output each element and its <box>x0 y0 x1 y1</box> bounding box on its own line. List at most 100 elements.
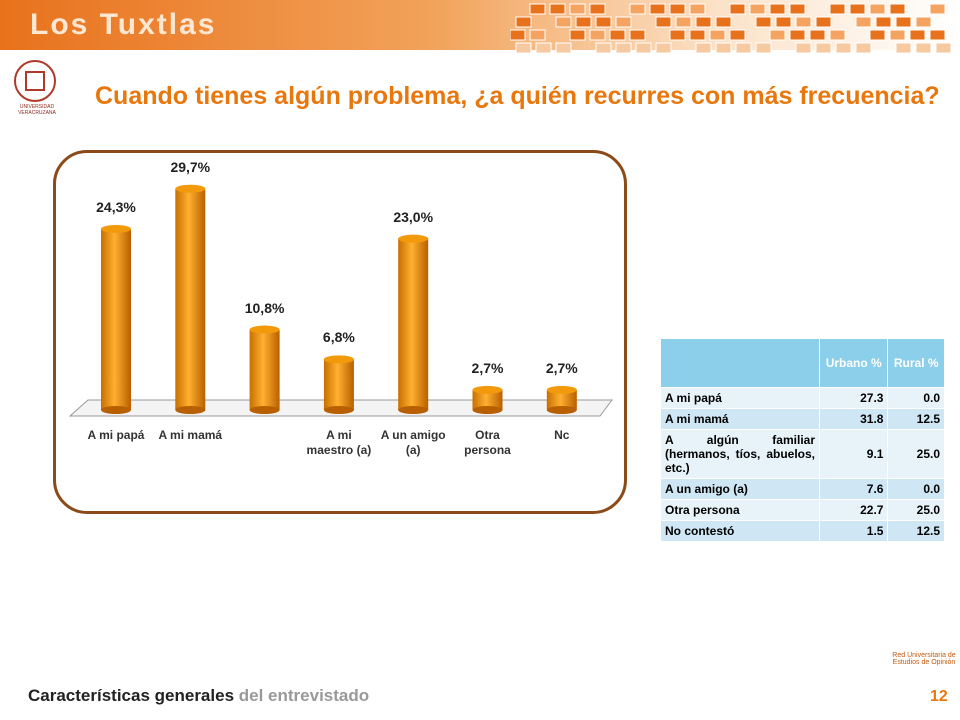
table-cell: 12.5 <box>887 520 945 542</box>
deco-square <box>749 3 766 15</box>
deco-square <box>510 29 526 41</box>
table-cell: A mi mamá <box>660 408 820 430</box>
table-cell: 31.8 <box>818 408 889 430</box>
table-row: A un amigo (a) 7.6 0.0 <box>660 478 945 500</box>
bar-base <box>472 406 503 414</box>
header-cell <box>660 338 820 388</box>
deco-square <box>815 16 832 28</box>
x-tick-label: A mi mamá <box>158 428 223 442</box>
deco-square <box>529 29 546 41</box>
deco-square <box>555 16 572 28</box>
deco-square <box>729 29 746 41</box>
deco-square <box>875 16 892 28</box>
deco-square <box>609 29 626 41</box>
value-label: 2,7% <box>545 359 578 376</box>
deco-square <box>929 29 946 41</box>
x-tick-label: A un amigo (a) <box>380 428 446 457</box>
deco-square <box>855 16 872 28</box>
deco-square <box>555 42 572 54</box>
deco-square <box>549 3 566 15</box>
decoration <box>510 3 952 54</box>
deco-square <box>909 29 926 41</box>
deco-square <box>589 3 606 15</box>
table-row: Otra persona 22.7 25.0 <box>660 499 945 521</box>
deco-square <box>795 42 812 54</box>
bar-base <box>249 406 280 414</box>
header-cell: Urbano % <box>818 338 889 388</box>
deco-square <box>629 3 646 15</box>
deco-square <box>849 3 866 15</box>
deco-square <box>829 3 846 15</box>
deco-square <box>769 29 786 41</box>
deco-square <box>789 3 806 15</box>
bar-base <box>546 406 577 414</box>
deco-square <box>689 29 706 41</box>
x-tick-label: A mi papá <box>87 428 145 442</box>
deco-square <box>529 3 546 15</box>
deco-square <box>649 3 666 15</box>
chart-frame <box>53 150 627 514</box>
deco-square <box>655 42 672 54</box>
table-cell: 25.0 <box>887 499 945 521</box>
bar <box>546 389 577 410</box>
deco-square <box>515 16 532 28</box>
deco-square <box>889 29 906 41</box>
table-cell: 0.0 <box>887 387 945 409</box>
deco-square <box>895 42 912 54</box>
deco-square <box>795 16 812 28</box>
x-tick-label: Nc <box>554 428 570 442</box>
logo <box>14 60 56 102</box>
deco-square <box>869 3 886 15</box>
deco-square <box>929 3 946 15</box>
table-cell: 0.0 <box>887 478 945 500</box>
table-cell: A mi papá <box>660 387 820 409</box>
table-row: A mi papá 27.3 0.0 <box>660 387 945 409</box>
x-tick-label: Otra persona <box>464 428 511 457</box>
value-label: 6,8% <box>322 329 355 346</box>
table-row: A mi mamá 31.8 12.5 <box>660 408 945 430</box>
bar-cap <box>546 385 577 394</box>
bar-base <box>323 406 354 414</box>
table-cell: 27.3 <box>818 387 889 409</box>
deco-square <box>689 3 706 15</box>
deco-square <box>629 29 646 41</box>
bar-cap <box>175 184 206 193</box>
deco-square <box>669 29 686 41</box>
deco-square <box>515 42 532 54</box>
bar <box>101 228 131 410</box>
deco-square <box>595 42 612 54</box>
deco-square <box>935 42 952 54</box>
deco-square <box>755 42 772 54</box>
table-cell: No contestó <box>660 520 820 542</box>
table-cell: 9.1 <box>818 429 889 479</box>
table-cell: Otra persona <box>660 499 820 521</box>
deco-square <box>755 16 772 28</box>
value-label: 23,0% <box>393 208 434 225</box>
deco-square <box>695 16 712 28</box>
bar-cap <box>398 234 429 243</box>
deco-square <box>735 42 752 54</box>
header-title: Los Tuxtlas <box>30 8 217 41</box>
bar-cap <box>249 325 280 334</box>
footer-title: Características generales del entrevista… <box>28 686 369 706</box>
data-table: Urbano % Rural % A mi papá 27.3 0.0 A mi mamá… <box>660 338 945 542</box>
deco-square <box>815 42 832 54</box>
slide-title: Cuando tienes algún problema, ¿a quién r… <box>95 82 940 110</box>
table-cell: 25.0 <box>887 429 945 479</box>
footer-bold: Características generales <box>28 686 235 705</box>
deco-square <box>695 42 712 54</box>
bar <box>249 329 280 410</box>
deco-square <box>789 29 806 41</box>
table-row: No contestó 1.5 12.5 <box>660 520 945 542</box>
value-label: 2,7% <box>471 359 504 376</box>
table-cell: 22.7 <box>818 499 889 521</box>
deco-square <box>589 29 606 41</box>
deco-square <box>715 16 732 28</box>
deco-square <box>569 3 586 15</box>
bar-base <box>101 406 131 414</box>
bar-base <box>175 406 206 414</box>
deco-square <box>915 42 932 54</box>
deco-square <box>675 16 692 28</box>
